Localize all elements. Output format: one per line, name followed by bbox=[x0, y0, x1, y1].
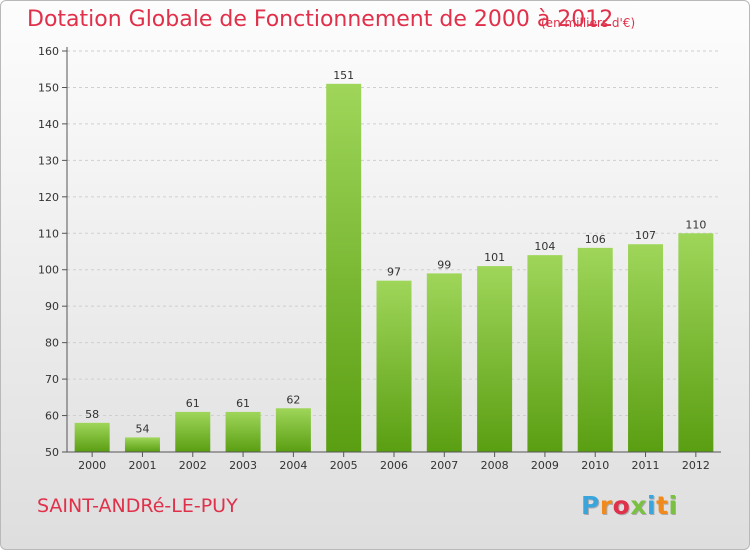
y-tick-label: 70 bbox=[45, 373, 59, 386]
y-tick-label: 60 bbox=[45, 410, 59, 423]
chart-unit-subtitle: (en milliers d'€) bbox=[541, 16, 636, 30]
bar-2011 bbox=[628, 244, 664, 452]
x-tick-label: 2005 bbox=[330, 459, 358, 472]
x-tick-label: 2008 bbox=[481, 459, 509, 472]
bar-2007 bbox=[426, 273, 462, 452]
bar-2005 bbox=[326, 83, 362, 453]
bar-value-label: 54 bbox=[135, 422, 149, 435]
y-tick-label: 150 bbox=[38, 81, 59, 94]
logo-letter: r bbox=[599, 491, 613, 520]
commune-name: SAINT-ANDRé-LE-PUY bbox=[37, 495, 238, 517]
y-tick-label: 140 bbox=[38, 118, 59, 131]
bar-2012 bbox=[678, 233, 714, 452]
y-tick-label: 50 bbox=[45, 446, 59, 459]
bar-2010 bbox=[577, 247, 613, 452]
y-tick-label: 80 bbox=[45, 337, 59, 350]
proxiti-logo[interactable]: Proxiti bbox=[581, 491, 678, 520]
axes: 50 60 70 80 90 100 110 120 130 140 150 160 2000 2001 2… bbox=[38, 45, 721, 472]
y-tick-label: 160 bbox=[38, 45, 59, 58]
y-tick-label: 130 bbox=[38, 154, 59, 167]
x-tick-label: 2007 bbox=[430, 459, 458, 472]
bar-2006 bbox=[376, 280, 412, 452]
bar-2009 bbox=[527, 255, 563, 452]
logo-letter: x bbox=[630, 491, 647, 520]
bar-value-label: 58 bbox=[85, 408, 99, 421]
logo-letter: i bbox=[647, 491, 657, 520]
x-tick-label: 2011 bbox=[632, 459, 660, 472]
x-tick-label: 2010 bbox=[581, 459, 609, 472]
x-tick-label: 2012 bbox=[682, 459, 710, 472]
bar-value-label: 61 bbox=[236, 397, 250, 410]
y-tick-label: 100 bbox=[38, 264, 59, 277]
bar-2000 bbox=[74, 422, 110, 452]
bar-value-label: 97 bbox=[387, 266, 401, 279]
bar-2008 bbox=[477, 266, 513, 452]
chart-title: Dotation Globale de Fonctionnement de 20… bbox=[27, 7, 614, 32]
bar-value-label: 101 bbox=[484, 251, 505, 264]
bar-2001 bbox=[124, 437, 160, 452]
y-tick-label: 90 bbox=[45, 300, 59, 313]
x-tick-label: 2006 bbox=[380, 459, 408, 472]
logo-letter: t bbox=[656, 491, 669, 520]
logo-letter: i bbox=[668, 491, 678, 520]
bar-2003 bbox=[225, 411, 261, 452]
bar-value-label: 110 bbox=[685, 218, 706, 231]
bar-value-label: 104 bbox=[534, 240, 555, 253]
bar-2004 bbox=[275, 408, 311, 452]
y-tick-label: 120 bbox=[38, 191, 59, 204]
x-tick-label: 2004 bbox=[279, 459, 307, 472]
bar-value-label: 62 bbox=[286, 393, 300, 406]
x-tick-label: 2009 bbox=[531, 459, 559, 472]
y-tick-label: 110 bbox=[38, 227, 59, 240]
bar-value-label: 151 bbox=[333, 69, 354, 82]
bar-value-label: 99 bbox=[437, 258, 451, 271]
bars: 58 54 61 61 62 151 97 99 101 104 106 107 110 bbox=[74, 69, 714, 453]
bar-value-label: 61 bbox=[186, 397, 200, 410]
logo-letter: P bbox=[581, 491, 600, 520]
x-tick-label: 2003 bbox=[229, 459, 257, 472]
x-tick-label: 2001 bbox=[128, 459, 156, 472]
bar-value-label: 107 bbox=[635, 229, 656, 242]
x-tick-label: 2002 bbox=[179, 459, 207, 472]
bar-2002 bbox=[175, 411, 211, 452]
bar-value-label: 106 bbox=[585, 233, 606, 246]
logo-letter: o bbox=[612, 491, 631, 520]
x-tick-label: 2000 bbox=[78, 459, 106, 472]
